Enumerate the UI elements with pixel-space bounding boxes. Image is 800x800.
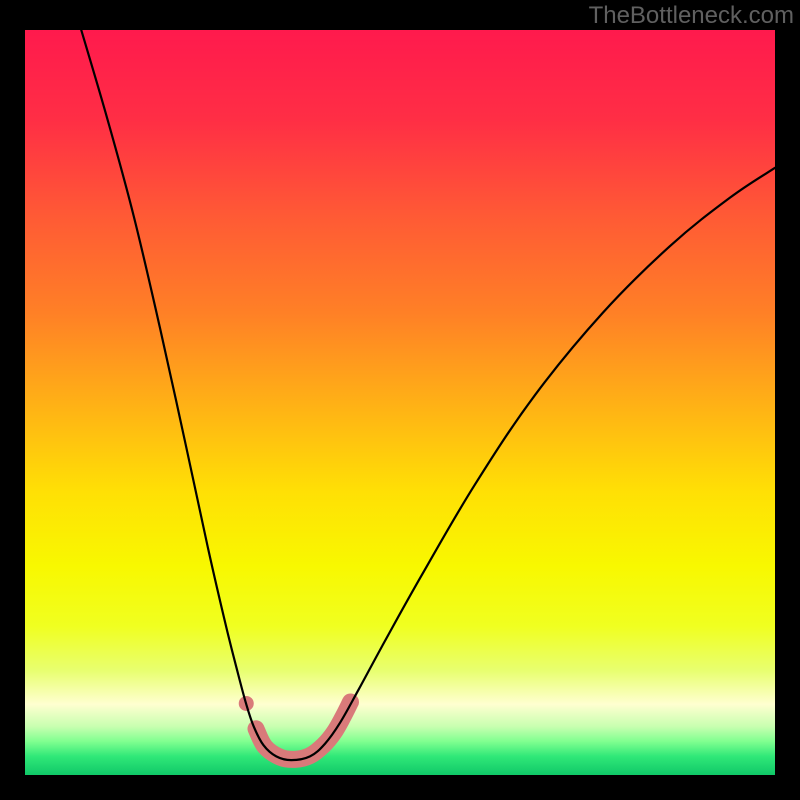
frame-border-bottom xyxy=(0,775,800,800)
chart-root: { "canvas": { "width": 800, "height": 80… xyxy=(0,0,800,800)
chart-svg xyxy=(25,30,775,775)
watermark-text: TheBottleneck.com xyxy=(589,2,794,30)
frame-border-right xyxy=(775,0,800,800)
frame-border-left xyxy=(0,0,25,800)
bottleneck-curve xyxy=(81,30,775,760)
plot-area xyxy=(25,30,775,775)
